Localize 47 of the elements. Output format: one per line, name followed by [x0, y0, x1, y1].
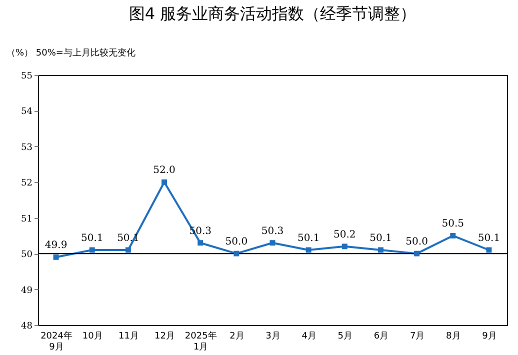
text: 50.1 — [370, 233, 392, 244]
text: 50.3 — [261, 226, 284, 237]
y-axis-title: （%） 50%=与上月比较无变化 — [6, 48, 136, 58]
x-tick-label: 8月 — [446, 332, 461, 342]
point — [234, 250, 240, 256]
text: 49.9 — [44, 240, 68, 252]
text: 50.2 — [334, 229, 356, 240]
x-tick-label: 5月 — [338, 332, 353, 342]
point — [89, 247, 95, 253]
y-tick-label: 50 — [21, 250, 33, 260]
chart-title: 图4 服务业商务活动指数（经季节调整） — [128, 4, 416, 23]
text: 50.1 — [478, 233, 500, 244]
text: 50.0 — [225, 236, 248, 248]
point — [486, 247, 492, 253]
y-tick-label: 51 — [21, 214, 32, 224]
x-tick-label: 12月 — [154, 332, 175, 342]
text: 50.5 — [442, 218, 464, 230]
y-tick-label: 48 — [21, 322, 33, 332]
x-tick-label: 4月 — [302, 332, 316, 342]
point — [414, 250, 420, 256]
point — [125, 247, 131, 253]
x-tick-label: 10月 — [82, 332, 103, 342]
x-tick-label: 2025年 1月 — [184, 330, 217, 352]
text: 50.1 — [80, 233, 104, 244]
point — [306, 247, 312, 253]
x-tick-label: 2月 — [230, 332, 244, 342]
point — [378, 247, 384, 253]
x-tick-label: 2024年 9月 — [40, 330, 72, 352]
x-tick-label: 9月 — [482, 332, 497, 342]
point — [53, 254, 59, 260]
y-tick-label: 53 — [21, 142, 33, 153]
point — [270, 240, 276, 246]
y-tick-label: 52 — [21, 178, 32, 189]
x-tick-label: 6月 — [374, 332, 389, 342]
y-tick-label: 49 — [21, 286, 33, 296]
point — [162, 179, 168, 185]
x-tick-label: 11月 — [118, 332, 139, 342]
x-tick-label: 3月 — [266, 332, 280, 342]
text: 50.1 — [297, 233, 320, 244]
text: 52.0 — [153, 165, 176, 176]
y-tick-label: 55 — [21, 72, 33, 82]
text: 50.0 — [406, 236, 428, 248]
y-tick-label: 54 — [21, 107, 33, 118]
point — [342, 244, 348, 250]
point — [450, 232, 456, 238]
x-tick-label: 7月 — [410, 332, 425, 342]
point — [198, 240, 204, 246]
